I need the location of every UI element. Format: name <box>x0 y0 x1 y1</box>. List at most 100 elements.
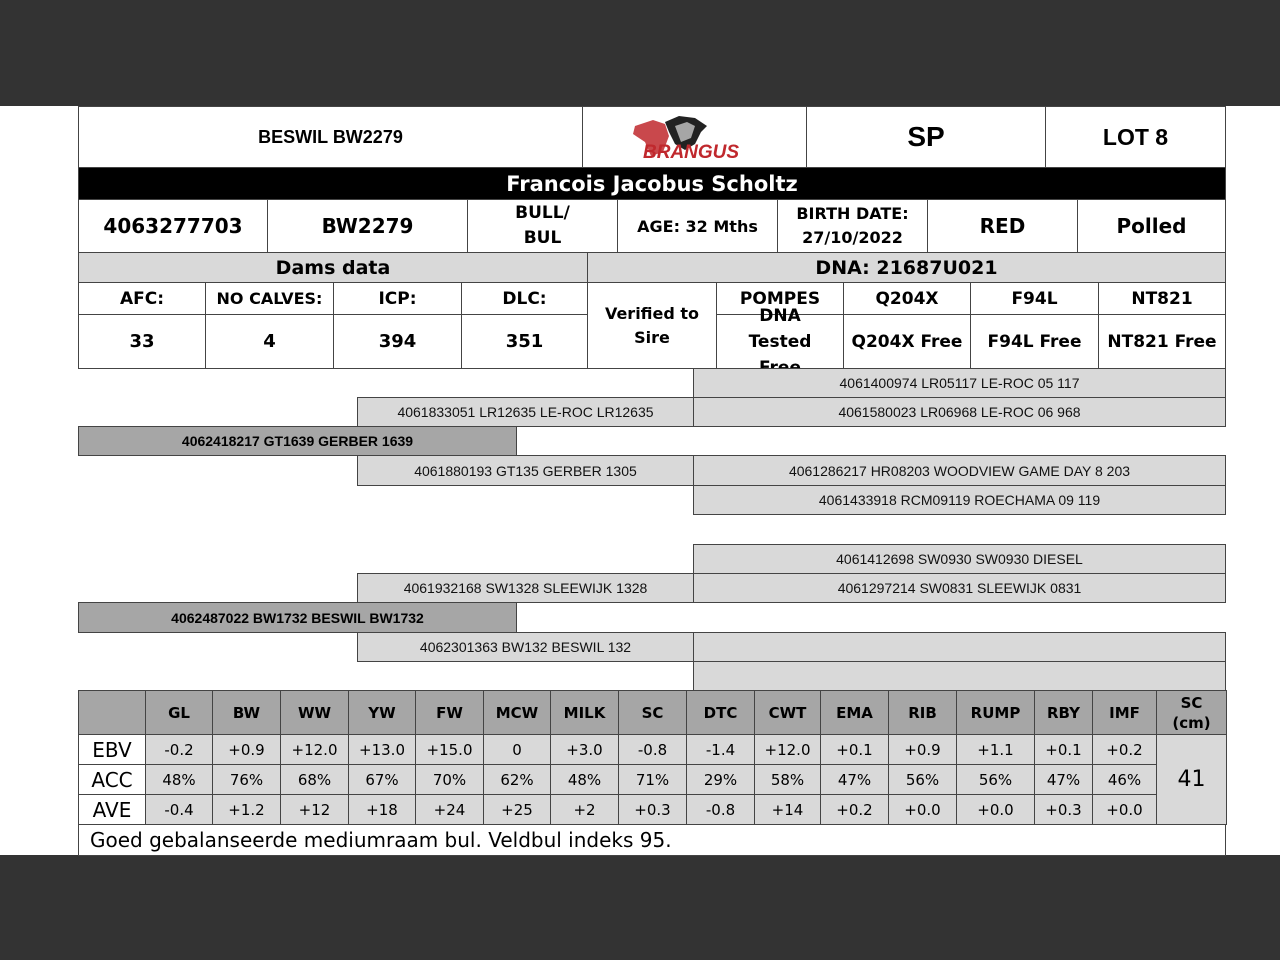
animal-id: 4063277703 <box>78 199 268 253</box>
ebv-header-gl: GL <box>145 690 213 735</box>
pedigree-sss: 4061400974 LR05117 LE-ROC 05 117 <box>693 368 1226 398</box>
sex-line2: BUL <box>523 228 562 248</box>
dams-header-calves: NO CALVES: <box>205 282 334 315</box>
ebv-header-milk: MILK <box>550 690 619 735</box>
ebv-cell-cwt: +14 <box>754 794 821 825</box>
ebv-cell-yw: +13.0 <box>348 734 416 765</box>
ebv-header-yw: YW <box>348 690 416 735</box>
dna-header-q204x: Q204X <box>843 282 971 315</box>
pedigree-dsd: 4061297214 SW0831 SLEEWIJK 0831 <box>693 573 1226 603</box>
animal-tag: BW2279 <box>267 199 468 253</box>
ebv-cell-rump: +1.1 <box>956 734 1035 765</box>
ebv-header-sc: SC <box>618 690 687 735</box>
color: RED <box>927 199 1078 253</box>
ebv-cell-ema: +0.1 <box>820 734 889 765</box>
ebv-header-ema: EMA <box>820 690 889 735</box>
ebv-cell-rby: +0.3 <box>1034 794 1093 825</box>
ebv-cell-ema: +0.2 <box>820 794 889 825</box>
ebv-cell-rby: 47% <box>1034 764 1093 795</box>
ebv-cell-yw: +18 <box>348 794 416 825</box>
ebv-corner <box>78 690 146 735</box>
pedigree-sds: 4061286217 HR08203 WOODVIEW GAME DAY 8 2… <box>693 455 1226 486</box>
dams-header-afc: AFC: <box>78 282 206 315</box>
ebv-cell-dtc: -1.4 <box>686 734 755 765</box>
ebv-header-sc-cm: SC (cm) <box>1156 690 1227 735</box>
ebv-cell-rib: 56% <box>888 764 957 795</box>
pedigree-dss: 4061412698 SW0930 SW0930 DIESEL <box>693 544 1226 574</box>
ebv-row-label: EBV <box>78 734 146 765</box>
ebv-cell-dtc: 29% <box>686 764 755 795</box>
ebv-cell-rby: +0.1 <box>1034 734 1093 765</box>
dna-value-pompes: DNA Tested Free <box>716 306 844 378</box>
verified-to-sire: Verified to Sire <box>587 282 717 369</box>
ebv-row-ebv: EBV -0.2 +0.9 +12.0 +13.0 +15.0 0 +3.0 -0.8 -1.4 +… <box>78 734 1227 825</box>
ebv-row-label: ACC <box>78 764 146 795</box>
lot-number: LOT 8 <box>1045 106 1226 168</box>
ebv-header-row: GL BW WW YW FW MCW MILK SC DTC CWT EMA RIB RUMP RBY IM… <box>78 690 1227 735</box>
logo-text: BRANGUS <box>643 142 739 162</box>
ebv-cell-rump: 56% <box>956 764 1035 795</box>
dams-title: Dams data <box>78 252 588 283</box>
ebv-header-cwt: CWT <box>754 690 821 735</box>
dams-header-dlc: DLC: <box>461 282 588 315</box>
ebv-row-label: AVE <box>78 794 146 825</box>
verified-line1: Verified to <box>604 303 700 323</box>
owner-bar: Francois Jacobus Scholtz <box>78 167 1226 200</box>
dna-header-f94l: F94L <box>970 282 1099 315</box>
ebv-cell-ww: +12.0 <box>280 734 349 765</box>
pedigree-dam-dam: 4062301363 BW132 BESWIL 132 <box>357 632 694 662</box>
pedigree-dam-sire: 4061932168 SW1328 SLEEWIJK 1328 <box>357 573 694 603</box>
ebv-cell-ema: 47% <box>820 764 889 795</box>
ebv-cell-gl: -0.4 <box>145 794 213 825</box>
ebv-cell-imf: 46% <box>1092 764 1157 795</box>
ebv-cell-rump: +0.0 <box>956 794 1035 825</box>
ebv-cell-milk: +3.0 <box>550 734 619 765</box>
ebv-cell-rib: +0.0 <box>888 794 957 825</box>
ebv-cell-sc: +0.3 <box>618 794 687 825</box>
verified-line2: Sire <box>634 327 670 347</box>
birth-date-label: BIRTH DATE: <box>796 204 909 223</box>
ebv-cell-imf: +0.0 <box>1092 794 1157 825</box>
dna-value-q204x: Q204X Free <box>843 314 971 369</box>
brangus-logo: BRANGUS <box>582 106 807 168</box>
ebv-header-fw: FW <box>415 690 484 735</box>
ebv-cell-imf: +0.2 <box>1092 734 1157 765</box>
birth-date: BIRTH DATE: 27/10/2022 <box>777 199 928 253</box>
birth-date-value: 27/10/2022 <box>802 228 903 247</box>
sex-line1: BULL/ <box>515 203 570 223</box>
ebv-cell-fw: 70% <box>415 764 484 795</box>
bottom-band <box>0 855 1280 960</box>
code-cell: SP <box>806 106 1046 168</box>
pedigree-sire-sire: 4061833051 LR12635 LE-ROC LR12635 <box>357 397 694 427</box>
pedigree-dam: 4062487022 BW1732 BESWIL BW1732 <box>78 602 517 633</box>
ebv-cell-ww: 68% <box>280 764 349 795</box>
ebv-cell-fw: +15.0 <box>415 734 484 765</box>
ebv-header-rby: RBY <box>1034 690 1093 735</box>
ebv-cell-milk: 48% <box>550 764 619 795</box>
animal-name: BESWIL BW2279 <box>78 106 583 168</box>
ebv-cell-bw: 76% <box>212 764 281 795</box>
ebv-header-bw: BW <box>212 690 281 735</box>
ebv-row-ave: AVE -0.4 +1.2 +12 +18 +24 +25 +2 +0.3 -0.8 +14 +0.2… <box>78 794 1227 825</box>
ebv-cell-bw: +1.2 <box>212 794 281 825</box>
ebv-cell-bw: +0.9 <box>212 734 281 765</box>
sc-cm-value: 41 <box>1156 734 1227 825</box>
pedigree-sdd: 4061433918 RCM09119 ROECHAMA 09 119 <box>693 485 1226 515</box>
ebv-table: GL BW WW YW FW MCW MILK SC DTC CWT EMA RIB RUMP RBY IM… <box>78 690 1227 825</box>
ebv-cell-sc: 71% <box>618 764 687 795</box>
ebv-cell-fw: +24 <box>415 794 484 825</box>
pedigree-sire-dam: 4061880193 GT135 GERBER 1305 <box>357 455 694 486</box>
dna-value-f94l: F94L Free <box>970 314 1099 369</box>
horn-status: Polled <box>1077 199 1226 253</box>
dams-header-icp: ICP: <box>333 282 462 315</box>
pedigree-dds <box>693 632 1226 662</box>
ebv-header-mcw: MCW <box>483 690 551 735</box>
dams-value-icp: 394 <box>333 314 462 369</box>
ebv-cell-mcw: +25 <box>483 794 551 825</box>
dams-value-calves: 4 <box>205 314 334 369</box>
ebv-cell-ww: +12 <box>280 794 349 825</box>
ebv-header-ww: WW <box>280 690 349 735</box>
ebv-header-rib: RIB <box>888 690 957 735</box>
pedigree-sire: 4062418217 GT1639 GERBER 1639 <box>78 426 517 456</box>
ebv-header-rump: RUMP <box>956 690 1035 735</box>
